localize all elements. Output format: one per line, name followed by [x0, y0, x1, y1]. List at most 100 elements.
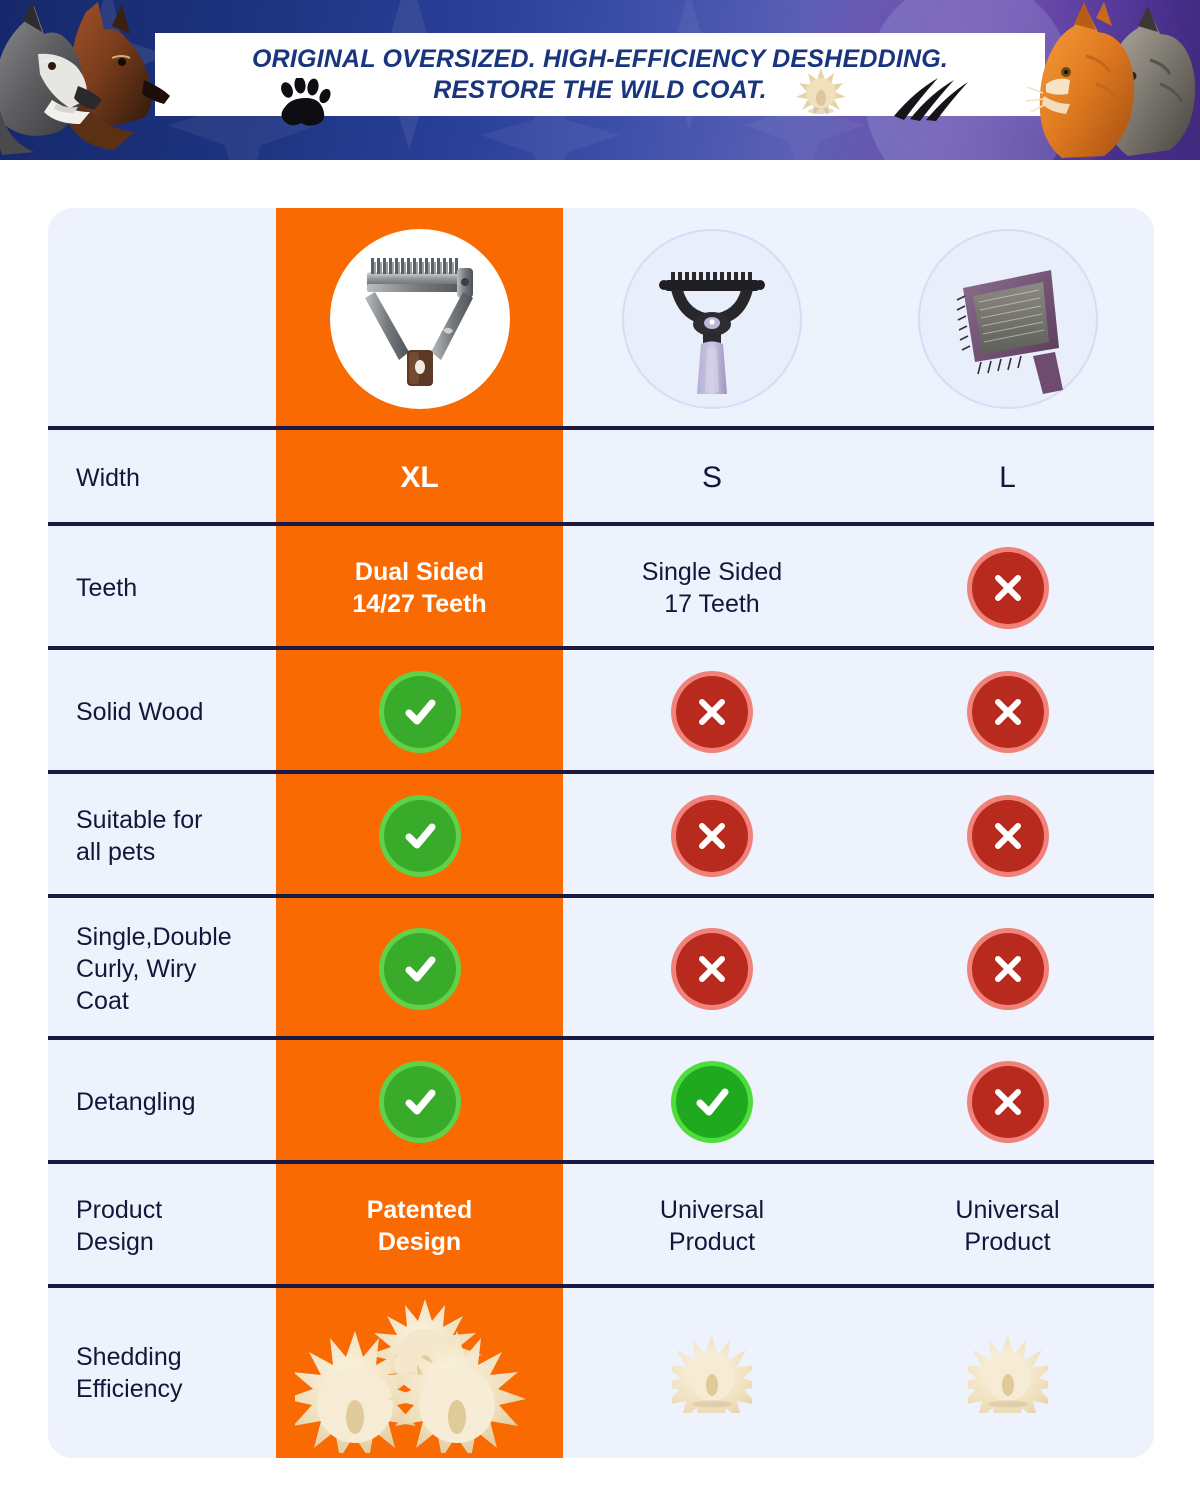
- table-row: Solid Wood: [48, 650, 1154, 774]
- cell-comp1-product-image: [563, 208, 861, 430]
- cell-comp1-detangling: [563, 1040, 861, 1164]
- banner-headline: ORIGINAL OVERSIZED. HIGH-EFFICIENCY DESH…: [155, 33, 1045, 116]
- value-comp1-teeth-line2: 17 Teeth: [664, 590, 760, 618]
- banner-headline-line1: ORIGINAL OVERSIZED. HIGH-EFFICIENCY DESH…: [251, 44, 949, 73]
- row-label-cell-suitable-for-all-pets: Suitable for all pets: [48, 774, 276, 898]
- row-label-cell-teeth: Teeth: [48, 526, 276, 650]
- cell-comp2-suitable: [861, 774, 1154, 898]
- header-banner: ORIGINAL OVERSIZED. HIGH-EFFICIENCY DESH…: [0, 0, 1200, 160]
- cell-comp1-product-design: Universal Product: [563, 1164, 861, 1288]
- value-ours-width: XL: [400, 460, 439, 494]
- claw-scratch-icon: [894, 78, 968, 121]
- row-label-line2: Design: [76, 1228, 154, 1256]
- row-label-line1: Product: [76, 1196, 163, 1224]
- cell-comp2-solid-wood: [861, 650, 1154, 774]
- row-label-detangling: Detangling: [76, 1088, 196, 1116]
- cell-ours-coat-types: [276, 898, 563, 1040]
- cell-ours-product-image: [276, 208, 563, 430]
- value-comp1-width: S: [701, 460, 722, 494]
- fur-clump-small-icon: [967, 1335, 1048, 1413]
- table-row: Detangling: [48, 1040, 1154, 1164]
- product-image-ours: [329, 229, 510, 409]
- row-label-cell-product-design: Product Design: [48, 1164, 276, 1288]
- check-icon: [383, 933, 456, 1005]
- cell-comp2-width: L: [861, 430, 1154, 526]
- cell-ours-teeth: Dual Sided 14/27 Teeth: [276, 526, 563, 650]
- cell-comp2-detangling: [861, 1040, 1154, 1164]
- cross-icon: [971, 1066, 1044, 1138]
- row-label-cell-width: Width: [48, 430, 276, 526]
- cell-comp2-shedding: [861, 1288, 1154, 1458]
- check-icon: [383, 800, 456, 872]
- value-comp1-teeth-line1: Single Sided: [641, 558, 783, 586]
- cell-ours-solid-wood: [276, 650, 563, 774]
- fur-clump-small-icon: [672, 1335, 752, 1413]
- cell-comp1-coat-types: [563, 898, 861, 1040]
- value-ours-product-design: Patented Design: [367, 1194, 473, 1258]
- row-label-line1: Single,Double: [76, 923, 232, 951]
- value-line2: Product: [668, 1228, 756, 1256]
- value-line1: Universal: [955, 1196, 1060, 1224]
- dual-sided-deshedding-rake-icon: [364, 258, 473, 386]
- cell-ours-suitable: [276, 774, 563, 898]
- table-row: Shedding Efficiency: [48, 1288, 1154, 1458]
- value-line1: Patented: [366, 1196, 473, 1224]
- row-label-line3: Coat: [76, 987, 129, 1015]
- row-label-solid-wood: Solid Wood: [76, 698, 204, 726]
- cell-comp1-solid-wood: [563, 650, 861, 774]
- row-label-cell-shedding-efficiency: Shedding Efficiency: [48, 1288, 276, 1458]
- value-comp1-product-design: Universal Product: [660, 1194, 764, 1258]
- value-comp2-product-design: Universal Product: [955, 1194, 1059, 1258]
- row-label-line2: Curly, Wiry: [76, 955, 197, 983]
- cell-comp1-teeth: Single Sided 17 Teeth: [563, 526, 861, 650]
- cross-icon: [971, 552, 1044, 624]
- cross-icon: [971, 933, 1044, 1005]
- cell-comp1-width: S: [563, 430, 861, 526]
- table-row: Teeth Dual Sided 14/27 Teeth Single Side…: [48, 526, 1154, 650]
- value-ours-teeth-line2: 14/27 Teeth: [352, 590, 487, 618]
- cell-ours-shedding: [276, 1288, 563, 1458]
- row-label-cell-solid-wood: Solid Wood: [48, 650, 276, 774]
- table-rows: Width XL S L Teeth Dual Sided 14/27 Teet…: [48, 208, 1154, 1458]
- row-label-cell-coat-types: Single,Double Curly, Wiry Coat: [48, 898, 276, 1040]
- cross-icon: [971, 800, 1044, 872]
- value-comp2-width: L: [999, 460, 1016, 494]
- row-label-line1: Shedding: [76, 1343, 182, 1371]
- check-icon: [676, 1066, 748, 1138]
- row-label-cell: [48, 208, 276, 430]
- row-label-line2: all pets: [76, 838, 156, 866]
- row-label-coat-types: Single,Double Curly, Wiry Coat: [76, 921, 232, 1017]
- cell-comp2-product-image: [861, 208, 1154, 430]
- value-line1: Universal: [659, 1196, 765, 1224]
- fur-clump-large-icon: [294, 1299, 526, 1453]
- check-icon: [383, 676, 456, 748]
- dogs-photo: [0, 2, 170, 155]
- check-icon: [383, 1066, 456, 1138]
- cell-ours-detangling: [276, 1040, 563, 1164]
- comparison-table: Width XL S L Teeth Dual Sided 14/27 Teet…: [48, 208, 1154, 1458]
- row-label-width: Width: [76, 464, 140, 492]
- value-line2: Product: [964, 1228, 1051, 1256]
- cell-ours-product-design: Patented Design: [276, 1164, 563, 1288]
- row-label-teeth: Teeth: [76, 574, 138, 602]
- value-comp1-teeth: Single Sided 17 Teeth: [642, 556, 782, 620]
- row-label-line2: Efficiency: [76, 1375, 183, 1403]
- row-label-shedding-efficiency: Shedding Efficiency: [76, 1341, 183, 1405]
- cross-icon: [676, 933, 748, 1005]
- table-row: Width XL S L: [48, 430, 1154, 526]
- cross-icon: [676, 800, 748, 872]
- table-row: Product Design Patented Design Universal…: [48, 1164, 1154, 1288]
- cross-icon: [971, 676, 1044, 748]
- cell-comp2-teeth: [861, 526, 1154, 650]
- single-sided-undercoat-rake-icon: [659, 272, 765, 394]
- table-row: Suitable for all pets: [48, 774, 1154, 898]
- cell-comp2-product-design: Universal Product: [861, 1164, 1154, 1288]
- slicker-brush-icon: [956, 270, 1063, 394]
- cats-photo: [1025, 2, 1196, 158]
- fur-tuft-icon: [796, 68, 846, 115]
- row-label-cell-detangling: Detangling: [48, 1040, 276, 1164]
- cell-ours-width: XL: [276, 430, 563, 526]
- table-row: [48, 208, 1154, 430]
- value-ours-teeth-line1: Dual Sided: [354, 558, 485, 586]
- cross-icon: [676, 676, 748, 748]
